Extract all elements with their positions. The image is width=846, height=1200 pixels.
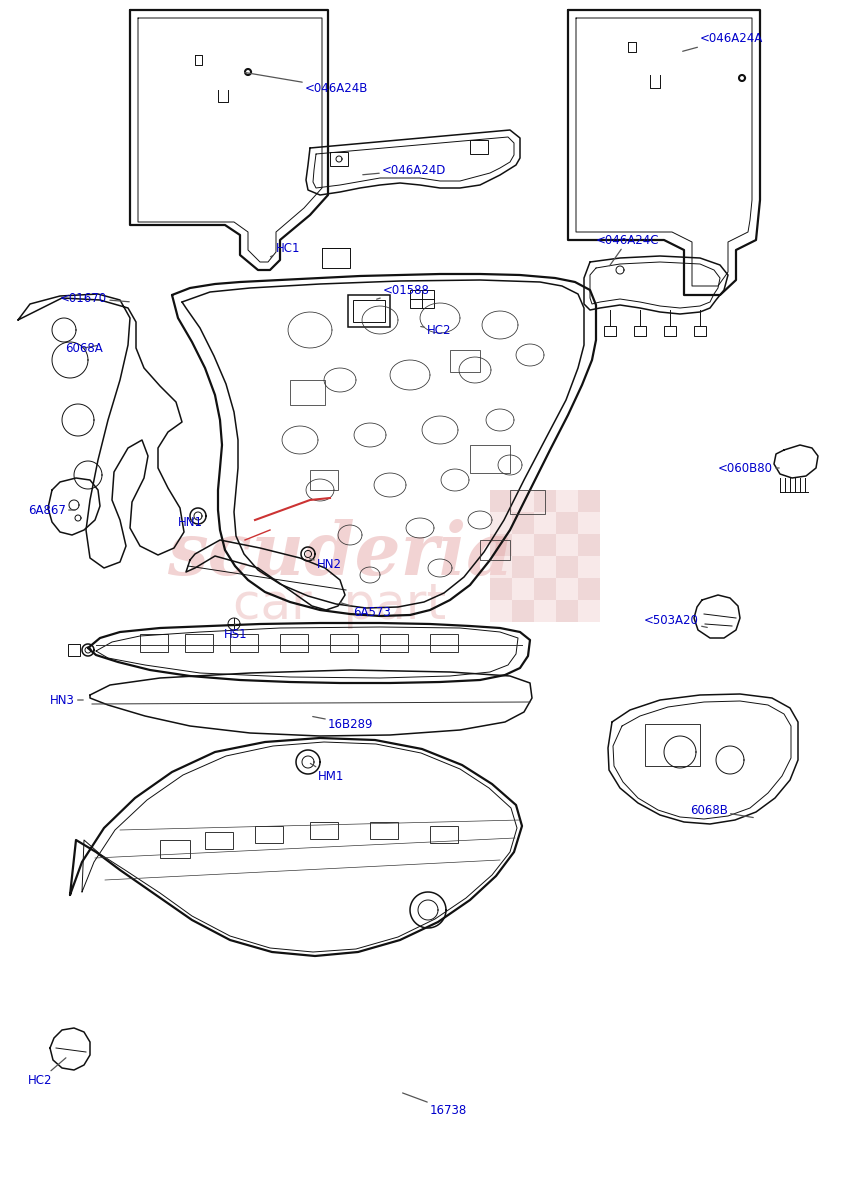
Text: <060B80: <060B80 <box>718 462 779 474</box>
Bar <box>185 634 213 652</box>
Bar <box>512 534 534 556</box>
Bar <box>205 832 233 850</box>
Text: HC2: HC2 <box>420 324 452 336</box>
Bar <box>290 380 325 404</box>
Text: HN1: HN1 <box>178 516 203 528</box>
Text: <046A24C: <046A24C <box>596 234 660 265</box>
Text: 6068A: 6068A <box>65 342 102 354</box>
Bar <box>512 490 534 512</box>
Bar <box>556 490 578 512</box>
Text: HM1: HM1 <box>310 763 344 782</box>
Text: scuderia: scuderia <box>167 520 513 590</box>
Bar <box>578 556 600 578</box>
Bar <box>310 470 338 490</box>
Bar <box>410 290 434 308</box>
Bar <box>480 540 510 560</box>
Bar <box>578 490 600 512</box>
Bar <box>348 295 390 326</box>
Text: 6068B: 6068B <box>690 804 753 817</box>
Bar <box>280 634 308 652</box>
Bar <box>512 578 534 600</box>
Bar <box>68 644 80 656</box>
Bar <box>534 534 556 556</box>
Bar <box>490 512 512 534</box>
Bar <box>430 634 458 652</box>
Bar <box>470 140 488 154</box>
Bar <box>380 634 408 652</box>
Bar <box>140 634 168 652</box>
Bar <box>160 840 190 858</box>
Bar <box>556 556 578 578</box>
Bar <box>512 556 534 578</box>
Text: car  part: car part <box>233 581 447 629</box>
Bar <box>664 326 676 336</box>
Bar <box>694 326 706 336</box>
Bar <box>556 600 578 622</box>
Text: <046A24B: <046A24B <box>244 72 368 95</box>
Text: 16738: 16738 <box>403 1093 467 1116</box>
Bar <box>604 326 616 336</box>
Bar <box>512 600 534 622</box>
Bar <box>322 248 350 268</box>
Text: HC2: HC2 <box>28 1058 66 1086</box>
Bar <box>430 826 458 842</box>
Bar <box>490 490 512 512</box>
Bar <box>556 512 578 534</box>
Text: <503A20: <503A20 <box>644 613 707 628</box>
Text: 16B289: 16B289 <box>313 716 373 731</box>
Text: <01670: <01670 <box>60 292 129 305</box>
Bar <box>645 724 700 766</box>
Bar <box>450 350 480 372</box>
Bar <box>490 556 512 578</box>
Bar <box>330 152 348 166</box>
Bar <box>310 822 338 839</box>
Text: 6A867: 6A867 <box>28 504 75 516</box>
Text: HN3: HN3 <box>50 694 83 707</box>
Bar <box>330 634 358 652</box>
Bar <box>470 445 510 473</box>
Bar <box>534 556 556 578</box>
Bar <box>556 578 578 600</box>
Bar <box>578 578 600 600</box>
Bar <box>534 600 556 622</box>
Bar <box>634 326 646 336</box>
Bar <box>353 300 385 322</box>
Text: <046A24A: <046A24A <box>683 31 763 52</box>
Bar <box>512 512 534 534</box>
Bar <box>534 578 556 600</box>
Text: HN2: HN2 <box>310 558 342 570</box>
Bar <box>255 826 283 842</box>
Bar <box>534 512 556 534</box>
Bar <box>510 490 545 514</box>
Text: <046A24D: <046A24D <box>363 163 447 176</box>
Text: <01588: <01588 <box>376 283 430 299</box>
Bar <box>578 512 600 534</box>
Bar <box>490 578 512 600</box>
Bar <box>490 534 512 556</box>
Text: HC1: HC1 <box>271 241 300 257</box>
Bar <box>230 634 258 652</box>
Bar <box>578 600 600 622</box>
Bar <box>490 600 512 622</box>
Text: HS1: HS1 <box>224 624 248 641</box>
Bar <box>534 490 556 512</box>
Bar <box>578 534 600 556</box>
Bar <box>370 822 398 839</box>
Bar <box>556 534 578 556</box>
Text: 6A573: 6A573 <box>341 602 391 618</box>
